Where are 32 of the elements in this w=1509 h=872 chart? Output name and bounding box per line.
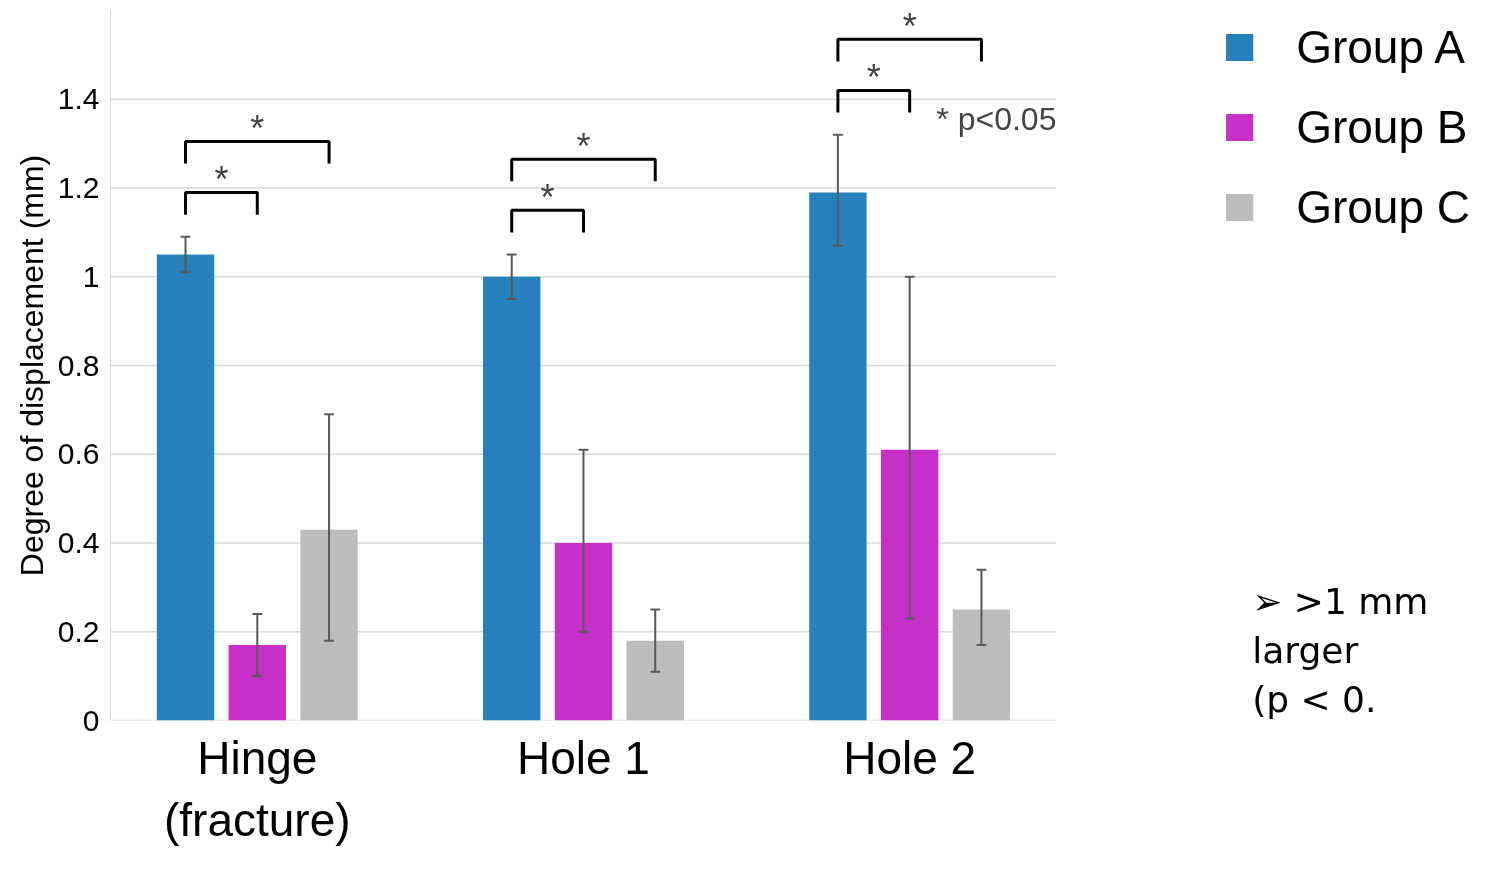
- text: ➢ >1 mm larger (p < 0.: [1252, 581, 1429, 721]
- bar: [483, 276, 541, 721]
- legend-label: Group B: [1296, 100, 1468, 154]
- bar: [952, 609, 1011, 721]
- bar: [626, 640, 684, 721]
- y-tick-label: 0.6: [57, 437, 100, 471]
- annotation: *: [214, 159, 229, 201]
- legend-label: Group C: [1296, 180, 1470, 234]
- annotation: *: [576, 126, 591, 168]
- y-tick-label: 0.2: [57, 614, 100, 648]
- y-axis-title: Degree of displacement (mm): [13, 154, 50, 577]
- bar: [156, 254, 215, 721]
- y-tick-label: 1.2: [57, 171, 100, 204]
- y-tick-label: 1: [82, 259, 100, 293]
- bar: [809, 192, 867, 721]
- legend-label: Group A: [1296, 20, 1465, 74]
- annotation: *: [902, 6, 917, 48]
- annotation: * p<0.05: [936, 101, 1057, 138]
- bar: [554, 543, 613, 721]
- x-tick-label: Hole 1: [516, 731, 650, 784]
- bar: [880, 449, 939, 721]
- y-tick-label: 0.4: [57, 526, 100, 559]
- bar: [228, 645, 286, 721]
- y-tick-label: 1.4: [57, 82, 100, 116]
- y-tick-label: 0.8: [57, 348, 100, 382]
- annotation: *: [250, 108, 265, 150]
- x-tick-label: Hole 2: [843, 731, 977, 784]
- annotation: *: [866, 57, 881, 99]
- bar: [300, 529, 358, 721]
- annotation: *: [540, 177, 555, 219]
- y-tick-label: 0: [82, 703, 100, 737]
- x-tick-label: Hinge (fracture): [163, 731, 351, 846]
